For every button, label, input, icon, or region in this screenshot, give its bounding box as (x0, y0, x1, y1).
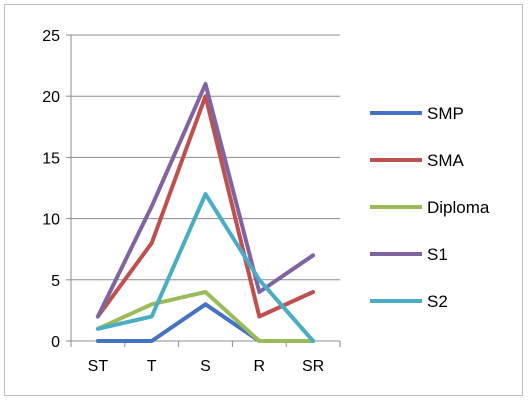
legend-label: SMA (427, 151, 465, 170)
y-tick-label: 20 (42, 89, 60, 106)
y-tick-label: 25 (42, 28, 60, 45)
series-line-diploma (95, 290, 316, 343)
x-tick-label: T (147, 358, 157, 375)
legend: SMP SMA Diploma S1 S2 (370, 104, 490, 311)
y-tick-label: 15 (42, 150, 60, 167)
y-tick-label: 5 (51, 273, 60, 290)
series-line-s2 (95, 192, 316, 343)
y-tick-label: 0 (51, 334, 60, 351)
x-tick-label: S (200, 358, 211, 375)
series-line-s1 (95, 82, 316, 319)
chart-frame (4, 4, 523, 396)
x-tick-label: SR (302, 358, 324, 375)
y-tick-labels: 0 5 10 15 20 25 (42, 28, 60, 351)
y-tick-label: 10 (42, 212, 60, 229)
x-tick-label: ST (88, 358, 109, 375)
x-tick-labels: ST T S R SR (88, 358, 325, 375)
legend-label: SMP (427, 104, 464, 123)
legend-label: S2 (427, 292, 448, 311)
legend-label: S1 (427, 245, 448, 264)
x-tick-label: R (254, 358, 266, 375)
series-line-sma (95, 94, 316, 319)
series-lines (95, 82, 316, 343)
legend-label: Diploma (427, 198, 490, 217)
gridlines (71, 34, 340, 281)
